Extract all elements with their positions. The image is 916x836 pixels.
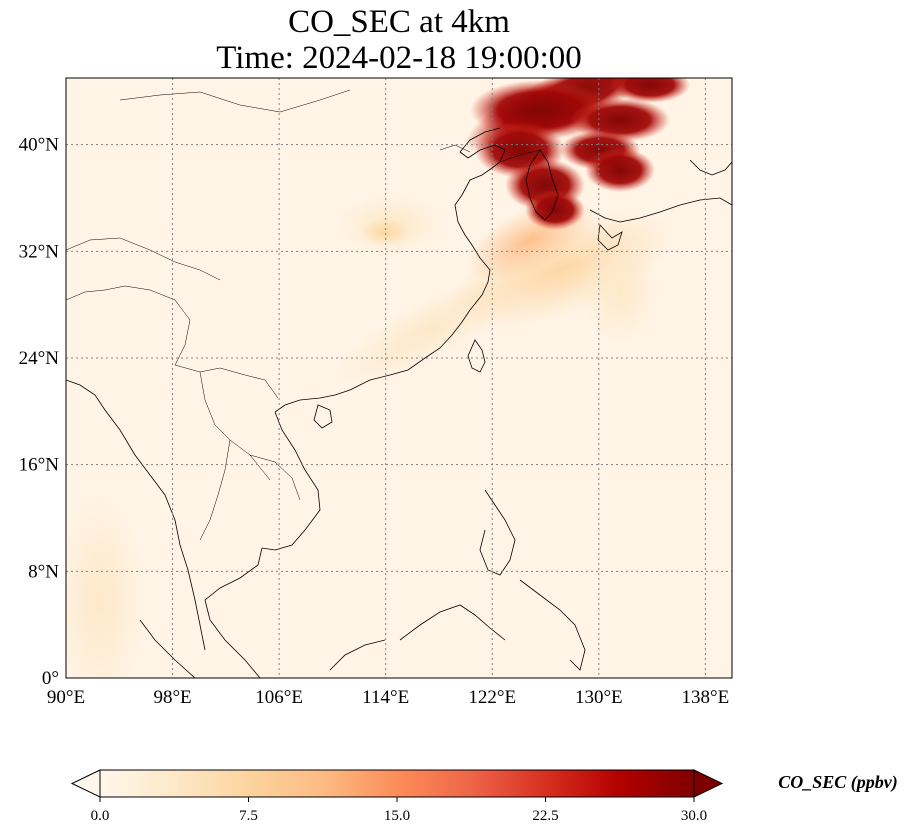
colorbar-title: CO_SEC (ppbv)	[778, 772, 898, 793]
colorbar-tick-label: 15.0	[384, 808, 410, 824]
colorbar-body	[100, 770, 694, 797]
plume-bay-of-bengal	[66, 490, 145, 678]
x-tick-label: 130°E	[575, 687, 623, 708]
map-plot-area	[66, 78, 732, 678]
x-tick-label: 106°E	[255, 687, 303, 708]
colorbar-tick-label: 30.0	[681, 808, 707, 824]
colorbar-tick-label: 0.0	[91, 808, 110, 824]
colorbar-tick-label: 7.5	[239, 808, 258, 824]
x-tick-label: 122°E	[468, 687, 516, 708]
colorbar: 0.0 7.5 15.0 22.5 30.0 CO_SEC (ppbv)	[70, 769, 898, 824]
x-tick-label: 98°E	[153, 687, 191, 708]
co-hotspot	[464, 78, 690, 230]
y-tick-label: 0°	[42, 668, 59, 689]
coastlines	[66, 127, 732, 678]
x-tick-labels: 90°E 98°E 106°E 114°E 122°E 130°E 138°E	[47, 687, 729, 708]
plume-central-china-core	[360, 218, 410, 246]
colorbar-extend-low	[70, 769, 101, 798]
x-tick-label: 114°E	[362, 687, 409, 708]
colorbar-ticks: 0.0 7.5 15.0 22.5 30.0	[91, 797, 707, 824]
map-title: CO_SEC at 4km	[288, 4, 510, 40]
colorbar-extend-high	[693, 769, 724, 798]
y-tick-label: 32°N	[19, 241, 60, 262]
x-tick-label: 138°E	[682, 687, 730, 708]
x-tick-label: 90°E	[47, 687, 85, 708]
country-borders	[66, 89, 541, 541]
plume-pacific	[580, 235, 660, 345]
y-tick-label: 24°N	[19, 348, 60, 369]
y-tick-label: 40°N	[19, 135, 60, 156]
y-tick-label: 16°N	[19, 455, 60, 476]
y-tick-labels: 0° 8°N 16°N 24°N 32°N 40°N	[19, 135, 60, 689]
map-subtitle-time: Time: 2024-02-18 19:00:00	[216, 40, 582, 76]
map-frame	[65, 77, 733, 679]
y-tick-label: 8°N	[28, 561, 59, 582]
gridlines	[66, 78, 732, 678]
colorbar-tick-label: 22.5	[532, 808, 558, 824]
